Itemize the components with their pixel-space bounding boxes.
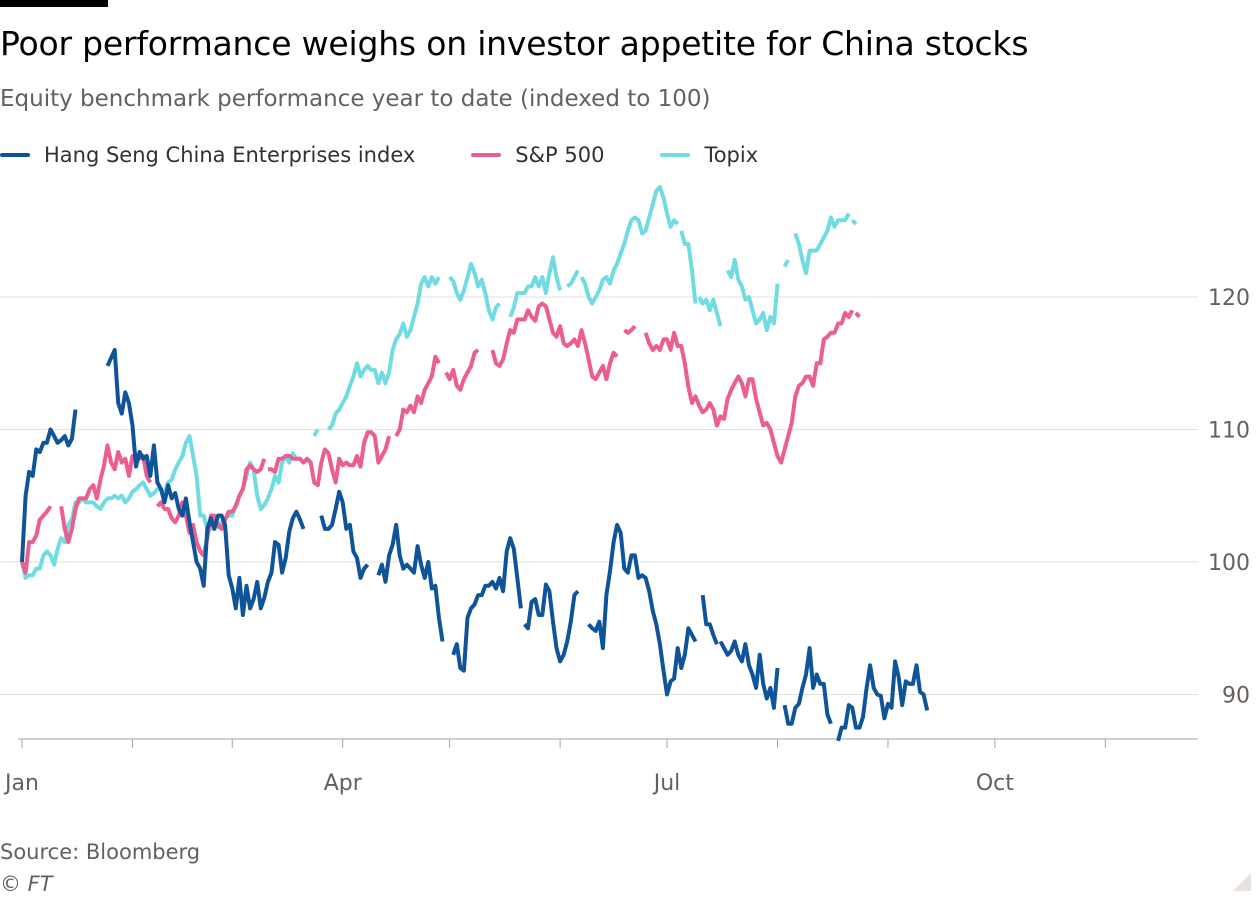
x-tick-label: Apr <box>324 771 363 796</box>
y-tick-label: 100 <box>1208 551 1250 576</box>
series-line-hscei <box>20 348 930 742</box>
series-line-sp500 <box>20 301 861 575</box>
copyright-note: © FT <box>0 872 53 896</box>
line-chart: 90 100 110 120 Jan Apr Jul Oct <box>0 185 1250 796</box>
chart-legend: Hang Seng China Enterprises index S&P 50… <box>0 140 814 170</box>
corner-fold-decoration <box>1233 873 1251 891</box>
source-note: Source: Bloomberg <box>0 840 201 864</box>
legend-label-topix: Topix <box>704 143 759 167</box>
legend-swatch-hscei <box>0 153 30 157</box>
legend-item-hscei: Hang Seng China Enterprises index <box>0 143 415 167</box>
legend-swatch-sp500 <box>471 153 502 157</box>
x-tick-label: Jul <box>652 771 681 796</box>
series-line-topix <box>20 185 858 580</box>
legend-item-sp500: S&P 500 <box>471 143 604 167</box>
ft-top-accent-bar <box>0 0 108 7</box>
legend-swatch-topix <box>660 153 691 157</box>
chart-title: Poor performance weighs on investor appe… <box>0 24 1029 63</box>
x-tick-label: Oct <box>976 771 1014 796</box>
legend-label-hscei: Hang Seng China Enterprises index <box>44 143 416 167</box>
legend-label-sp500: S&P 500 <box>515 143 605 167</box>
y-tick-label: 110 <box>1208 419 1250 444</box>
x-tick-label: Jan <box>3 771 39 796</box>
y-tick-label: 120 <box>1208 286 1250 311</box>
chart-subtitle: Equity benchmark performance year to dat… <box>0 86 711 112</box>
y-tick-label: 90 <box>1222 684 1250 709</box>
legend-item-topix: Topix <box>660 143 758 167</box>
